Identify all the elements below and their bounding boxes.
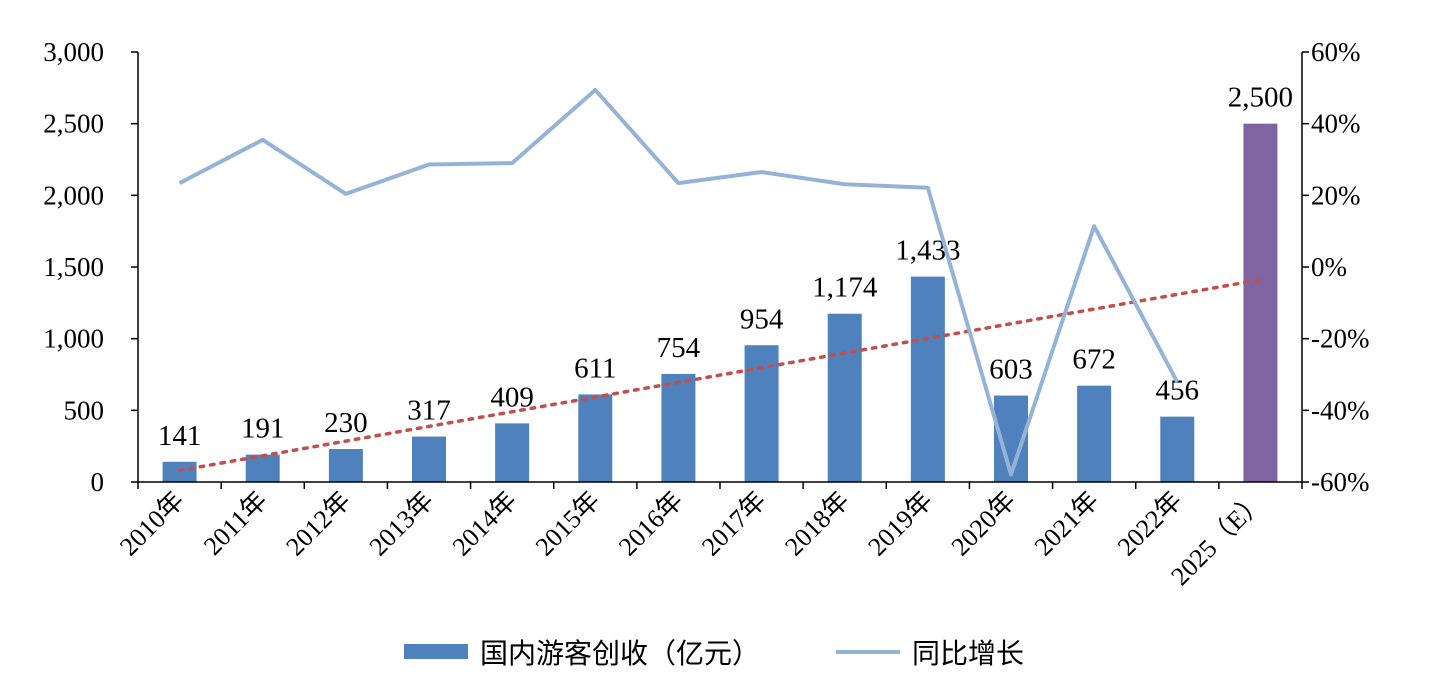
right-tick-label-1: -40% [1311,395,1369,425]
left-axis-ticks: 0 500 1,000 1,500 2,000 2,500 3,000 [43,37,138,497]
right-axis-ticks: -60% -40% -20% 0% 20% 40% 60% [1302,37,1369,497]
left-tick-label-5: 2,500 [43,109,104,139]
bar-6 [661,373,696,482]
left-tick-label-6: 3,000 [43,37,104,67]
bar-data-label-11: 672 [1072,344,1116,376]
bar-data-label-2: 230 [324,407,368,439]
bar-data-label-5: 611 [574,352,616,384]
growth-line-series [178,87,1180,477]
bar-data-label-0: 141 [158,420,202,452]
bar-data-label-10: 603 [989,354,1033,386]
x-tick-label-0: 2010年 [114,486,190,562]
x-tick-label-10: 2020年 [946,486,1022,562]
growth-line-path [178,87,1180,477]
left-tick-label-1: 500 [64,395,105,425]
right-tick-label-5: 40% [1311,109,1361,139]
bar-series [162,123,1278,483]
bar-4 [495,423,530,482]
bar-9 [910,276,945,482]
left-tick-label-0: 0 [91,467,105,497]
bar-11 [1077,385,1112,482]
x-tick-label-1: 2011年 [198,486,273,561]
bar-13 [1243,123,1278,483]
right-tick-label-4: 20% [1311,180,1361,210]
x-tick-label-11: 2021年 [1029,486,1105,562]
right-tick-label-6: 60% [1311,37,1361,67]
x-tick-label-3: 2013年 [364,486,440,562]
x-tick-label-5: 2015年 [530,486,606,562]
right-tick-label-0: -60% [1311,467,1369,497]
x-tick-label-9: 2019年 [862,486,938,562]
left-tick-label-2: 1,000 [43,324,104,354]
bar-5 [578,394,613,482]
x-tick-label-7: 2017年 [696,486,772,562]
bar-data-label-3: 317 [407,395,451,427]
legend-label-bar: 国内游客创收（亿元） [480,637,760,670]
bar-data-label-7: 954 [740,303,784,335]
bar-12 [1160,416,1195,482]
trendline-path [177,277,1263,473]
x-tick-label-6: 2016年 [613,486,689,562]
right-tick-label-3: 0% [1311,252,1347,282]
bar-data-label-4: 409 [490,381,534,413]
legend-swatch-bar [404,644,468,659]
x-tick-label-4: 2014年 [447,486,523,562]
x-tick-label-2: 2012年 [280,486,356,562]
bar-3 [412,436,446,482]
trendline [177,277,1263,473]
legend: 国内游客创收（亿元） 同比增长 [404,637,1024,670]
x-tick-label-8: 2018年 [779,486,855,562]
right-tick-label-2: -20% [1311,324,1369,354]
legend-label-line: 同比增长 [912,637,1024,670]
x-tick-label-12: 2022年 [1112,486,1188,562]
bar-8 [827,313,862,482]
bar-2 [328,449,363,482]
bar-data-label-6: 754 [657,332,701,364]
bar-data-label-8: 1,174 [812,272,878,304]
left-tick-label-3: 1,500 [43,252,104,282]
bar-data-label-13: 2,500 [1228,82,1293,114]
left-tick-label-4: 2,000 [43,180,104,210]
bar-data-label-1: 191 [241,413,285,445]
x-axis-ticks: 2010年 2011年 2012年 2013年 2014年 2015年 2016年 2017年… [114,482,1303,591]
